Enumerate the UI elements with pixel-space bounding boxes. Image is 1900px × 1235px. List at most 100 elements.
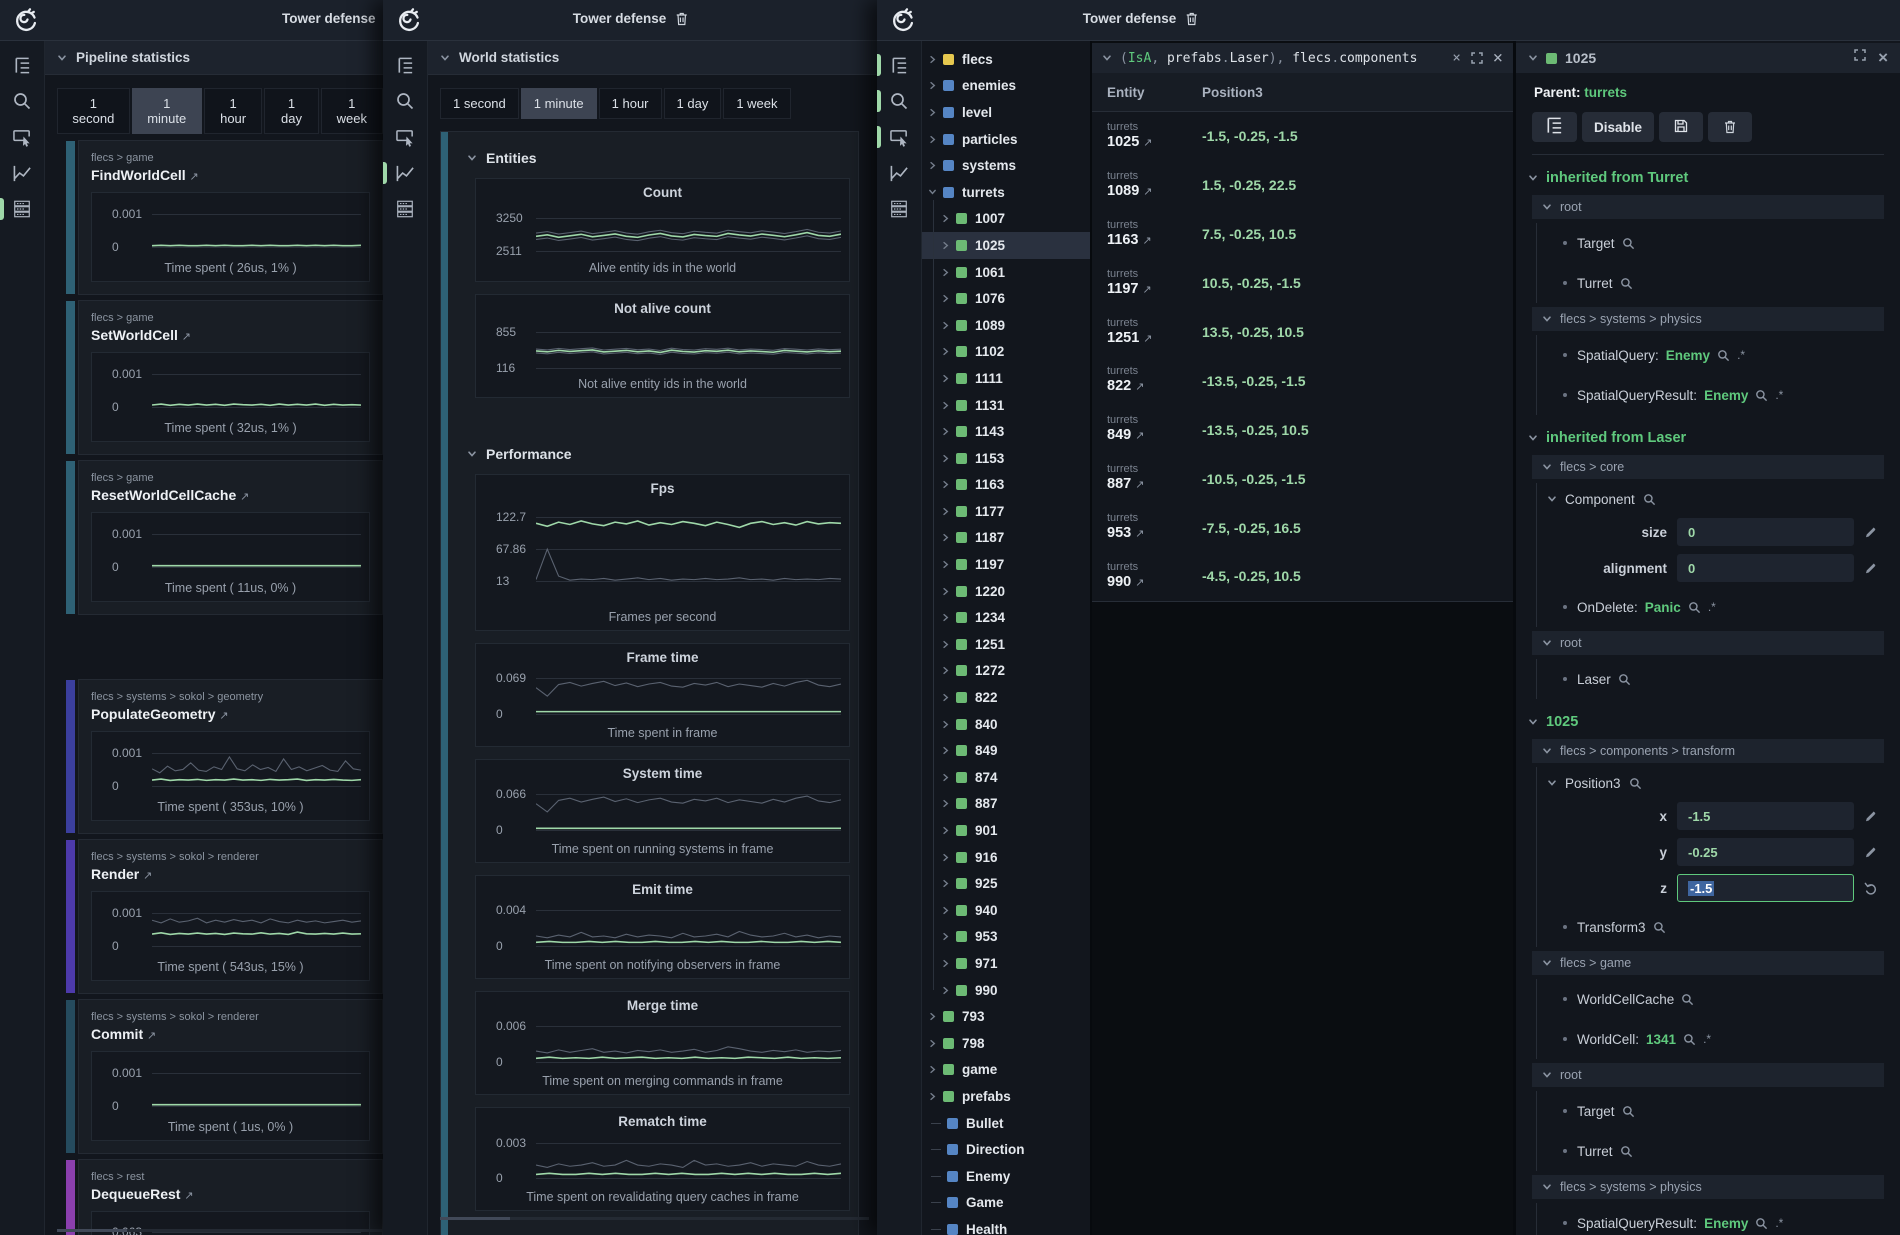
chevron-right-icon[interactable] [941,347,950,356]
magnifier-icon[interactable] [1643,493,1656,506]
inherit-section-header[interactable]: 1025 [1528,711,1884,733]
chart-icon[interactable] [393,161,417,185]
chevron-right-icon[interactable] [941,214,950,223]
chevron-right-icon[interactable] [928,108,937,117]
module-path-header[interactable]: flecs > components > transform [1532,739,1884,763]
z-input[interactable]: -1.5 [1677,874,1854,902]
tree-item-925[interactable]: 925 [922,870,1090,897]
undo-icon[interactable] [1864,881,1884,895]
chevron-right-icon[interactable] [941,507,950,516]
chevron-down-icon[interactable] [1102,53,1112,63]
tree-item-turrets[interactable]: turrets [922,179,1090,206]
chevron-right-icon[interactable] [941,666,950,675]
time-range-1-minute[interactable]: 1 minute [521,88,597,119]
chevron-right-icon[interactable] [941,693,950,702]
chevron-right-icon[interactable] [941,906,950,915]
chevron-right-icon[interactable] [928,81,937,90]
chevron-right-icon[interactable] [941,587,950,596]
section-header-entities[interactable]: Entities [467,150,850,166]
chevron-right-icon[interactable] [941,241,950,250]
entity-id-link[interactable]: 822 ↗ [1107,378,1187,396]
magnifier-icon[interactable] [1629,777,1642,790]
edit-icon[interactable] [1864,562,1884,575]
tree-item-1187[interactable]: 1187 [922,525,1090,552]
size-input[interactable]: 0 [1677,518,1854,546]
tree-item-game[interactable]: game [922,1057,1090,1084]
search-icon[interactable] [10,89,34,113]
time-range-1-second[interactable]: 1 second [440,88,519,119]
table-row[interactable]: turrets1197 ↗10.5, -0.25, -1.5 [1092,259,1513,308]
tree-item-798[interactable]: 798 [922,1030,1090,1057]
tree-item-1076[interactable]: 1076 [922,285,1090,312]
chevron-right-icon[interactable] [941,986,950,995]
tree-item-1251[interactable]: 1251 [922,631,1090,658]
tree-item-1177[interactable]: 1177 [922,498,1090,525]
select-icon[interactable] [10,125,34,149]
chevron-right-icon[interactable] [941,799,950,808]
chevron-right-icon[interactable] [941,374,950,383]
chart-icon[interactable] [887,161,911,185]
magnifier-icon[interactable] [1620,277,1633,290]
chevron-right-icon[interactable] [941,560,950,569]
component-value-link[interactable]: Enemy [1666,348,1710,363]
system-name-link[interactable]: Commit ↗ [91,1025,370,1045]
entity-id-link[interactable]: 1089 ↗ [1107,183,1187,201]
tree-item-793[interactable]: 793 [922,1003,1090,1030]
system-name-link[interactable]: FindWorldCell ↗ [91,166,370,186]
chart-icon[interactable] [10,161,34,185]
component-value-link[interactable]: Enemy [1704,1216,1748,1231]
trash-icon[interactable] [675,12,687,26]
chevron-right-icon[interactable] [941,533,950,542]
module-path-header[interactable]: flecs > game [1532,951,1884,975]
magnifier-icon[interactable] [1688,601,1701,614]
panel-header-pipeline-statistics[interactable]: Pipeline statistics [45,41,383,75]
time-range-1-second[interactable]: 1 second [57,88,130,134]
tree-item-874[interactable]: 874 [922,764,1090,791]
tree-item-1197[interactable]: 1197 [922,551,1090,578]
tree-item-849[interactable]: 849 [922,737,1090,764]
chevron-right-icon[interactable] [941,401,950,410]
section-header-performance[interactable]: Performance [467,446,850,462]
tree-item-prefabs[interactable]: prefabs [922,1083,1090,1110]
time-range-1-hour[interactable]: 1 hour [599,88,662,119]
chevron-right-icon[interactable] [941,959,950,968]
edit-icon[interactable] [1864,810,1884,823]
entity-id-link[interactable]: 849 ↗ [1107,427,1187,445]
search-icon[interactable] [393,89,417,113]
tree-item-level[interactable]: level [922,99,1090,126]
chevron-right-icon[interactable] [941,853,950,862]
tree-item-1102[interactable]: 1102 [922,339,1090,366]
disable-button[interactable]: Disable [1582,112,1654,142]
delete-button[interactable] [1708,112,1752,142]
table-row[interactable]: turrets1163 ↗7.5, -0.25, 10.5 [1092,210,1513,259]
parent-link[interactable]: turrets [1584,85,1627,100]
entity-id-link[interactable]: 953 ↗ [1107,525,1187,543]
magnifier-icon[interactable] [1717,349,1730,362]
tree-item-940[interactable]: 940 [922,897,1090,924]
query-text[interactable]: (IsA, prefabs.Laser), flecs.components [1120,51,1417,66]
table-row[interactable]: turrets822 ↗-13.5, -0.25, -1.5 [1092,356,1513,405]
table-row[interactable]: turrets1025 ↗-1.5, -0.25, -1.5 [1092,112,1513,161]
chevron-right-icon[interactable] [941,932,950,941]
entity-id-link[interactable]: 990 ↗ [1107,574,1187,592]
tree-item-1089[interactable]: 1089 [922,312,1090,339]
chevron-right-icon[interactable] [941,826,950,835]
time-range-1-week[interactable]: 1 week [321,88,383,134]
module-path-header[interactable]: flecs > systems > physics [1532,1175,1884,1199]
chevron-right-icon[interactable] [941,640,950,649]
entity-id-link[interactable]: 1251 ↗ [1107,330,1187,348]
entity-id-link[interactable]: 887 ↗ [1107,476,1187,494]
chevron-right-icon[interactable] [928,161,937,170]
entity-id-link[interactable]: 1025 ↗ [1107,134,1187,152]
magnifier-icon[interactable] [1620,1145,1633,1158]
tree-item-Bullet[interactable]: Bullet [922,1110,1090,1137]
stats-icon[interactable] [887,197,911,221]
save-button[interactable] [1659,112,1703,142]
tree-item-990[interactable]: 990 [922,977,1090,1004]
system-name-link[interactable]: PopulateGeometry ↗ [91,705,370,725]
chevron-right-icon[interactable] [941,879,950,888]
chevron-down-icon[interactable] [928,187,937,197]
tree-item-1131[interactable]: 1131 [922,392,1090,419]
time-range-1-day[interactable]: 1 day [264,88,318,134]
magnifier-icon[interactable] [1622,1105,1635,1118]
